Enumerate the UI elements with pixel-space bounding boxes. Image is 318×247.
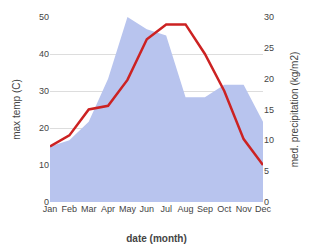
svg-text:date (month): date (month) bbox=[126, 233, 187, 244]
svg-text:Jul: Jul bbox=[160, 204, 172, 214]
svg-text:0: 0 bbox=[264, 197, 269, 207]
svg-text:Oct: Oct bbox=[217, 204, 232, 214]
svg-text:25: 25 bbox=[264, 43, 274, 53]
svg-text:May: May bbox=[119, 204, 137, 214]
svg-text:Sep: Sep bbox=[197, 204, 213, 214]
svg-text:10: 10 bbox=[264, 135, 274, 145]
svg-text:Jan: Jan bbox=[43, 204, 58, 214]
svg-text:Mar: Mar bbox=[81, 204, 97, 214]
svg-text:30: 30 bbox=[264, 12, 274, 22]
svg-text:50: 50 bbox=[39, 12, 49, 22]
svg-text:20: 20 bbox=[39, 123, 49, 133]
svg-text:Feb: Feb bbox=[62, 204, 78, 214]
svg-text:med. precipitation (kg/m2): med. precipitation (kg/m2) bbox=[289, 52, 300, 168]
svg-text:0: 0 bbox=[44, 197, 49, 207]
svg-text:max temp (C): max temp (C) bbox=[11, 79, 22, 140]
svg-text:10: 10 bbox=[39, 160, 49, 170]
svg-text:30: 30 bbox=[39, 86, 49, 96]
svg-text:20: 20 bbox=[264, 74, 274, 84]
svg-text:40: 40 bbox=[39, 49, 49, 59]
svg-text:Jun: Jun bbox=[140, 204, 155, 214]
svg-text:15: 15 bbox=[264, 105, 274, 115]
svg-text:5: 5 bbox=[264, 166, 269, 176]
svg-text:Dec: Dec bbox=[255, 204, 272, 214]
svg-text:Aug: Aug bbox=[178, 204, 194, 214]
svg-text:Apr: Apr bbox=[101, 204, 115, 214]
svg-text:Nov: Nov bbox=[236, 204, 253, 214]
